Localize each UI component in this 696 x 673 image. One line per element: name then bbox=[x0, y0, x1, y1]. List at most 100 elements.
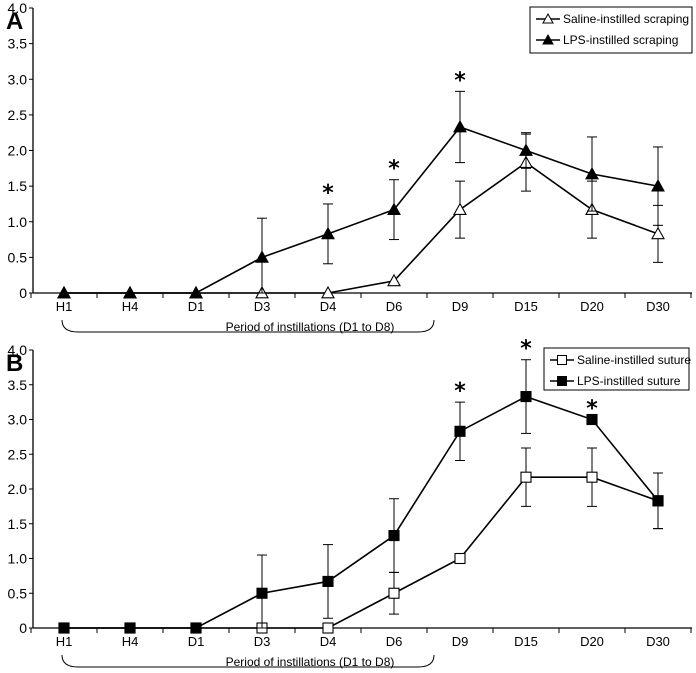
x-tick-label: D3 bbox=[254, 299, 271, 314]
data-point bbox=[388, 530, 400, 542]
data-point bbox=[387, 273, 401, 287]
panel-label: A bbox=[6, 8, 23, 35]
legend-marker bbox=[557, 376, 567, 386]
x-tick-label: D6 bbox=[386, 299, 403, 314]
y-tick-label: 2.5 bbox=[8, 446, 28, 462]
data-point bbox=[189, 285, 203, 299]
data-point bbox=[453, 202, 467, 215]
legend-marker bbox=[542, 12, 554, 24]
period-bracket bbox=[61, 654, 435, 668]
series-1 bbox=[57, 90, 665, 299]
legend-label: Saline-instilled scraping bbox=[563, 12, 689, 26]
x-tick-label: D9 bbox=[452, 634, 469, 649]
data-point bbox=[520, 391, 532, 403]
period-bracket bbox=[61, 319, 435, 333]
series-line bbox=[64, 161, 659, 294]
data-point bbox=[255, 250, 269, 263]
y-tick-label: 2.0 bbox=[8, 481, 28, 497]
data-point bbox=[454, 552, 466, 565]
y-tick-label: 1.0 bbox=[8, 214, 28, 230]
series-0 bbox=[58, 447, 664, 634]
x-tick-label: D9 bbox=[452, 299, 469, 314]
y-tick-label: 0.5 bbox=[8, 249, 28, 265]
panel-label: B bbox=[6, 350, 23, 377]
series-1 bbox=[58, 359, 664, 634]
x-tick-label: D4 bbox=[320, 634, 337, 649]
data-point bbox=[58, 622, 70, 634]
legend-box bbox=[529, 6, 693, 54]
significance-star: * bbox=[454, 379, 466, 404]
legend-label: Saline-instilled suture bbox=[577, 353, 691, 367]
data-point bbox=[190, 622, 202, 634]
x-tick-label: D3 bbox=[254, 634, 271, 649]
significance-star: * bbox=[322, 181, 334, 206]
data-point bbox=[57, 285, 71, 299]
data-point bbox=[651, 226, 665, 240]
y-tick-label: 3.5 bbox=[8, 377, 28, 393]
data-point bbox=[388, 587, 400, 599]
x-tick-label: D20 bbox=[580, 634, 604, 649]
x-tick-label: H4 bbox=[122, 299, 139, 314]
legend-box bbox=[543, 347, 690, 391]
y-tick-label: 1.5 bbox=[8, 178, 28, 194]
data-point bbox=[322, 622, 334, 634]
y-tick-label: 4.0 bbox=[8, 0, 28, 16]
series-line bbox=[64, 395, 659, 629]
y-tick-label: 3.0 bbox=[8, 412, 28, 428]
legend-label: LPS-instilled scraping bbox=[563, 33, 678, 47]
x-tick-label: D30 bbox=[646, 299, 670, 314]
x-tick-label: D30 bbox=[646, 634, 670, 649]
legend: Saline-instilled suture LPS-instilled sut… bbox=[543, 347, 691, 391]
significance-star: * bbox=[520, 337, 532, 362]
y-tick-label: 1.0 bbox=[8, 551, 28, 567]
data-point bbox=[454, 425, 466, 437]
data-point bbox=[519, 143, 533, 156]
legend-marker bbox=[542, 33, 554, 45]
series-line bbox=[64, 126, 659, 294]
y-tick-label: 3.0 bbox=[8, 71, 28, 87]
data-point bbox=[321, 285, 335, 299]
x-tick-label: H4 bbox=[122, 634, 139, 649]
y-tick-label: 3.5 bbox=[8, 36, 28, 52]
data-point bbox=[520, 471, 532, 483]
data-point bbox=[651, 178, 665, 192]
y-tick-label: 1.5 bbox=[8, 516, 28, 532]
data-point bbox=[453, 119, 467, 133]
legend-marker bbox=[557, 355, 567, 365]
x-tick-label: D20 bbox=[580, 299, 604, 314]
x-tick-label: H1 bbox=[56, 634, 73, 649]
x-tick-label: D15 bbox=[514, 634, 538, 649]
y-tick-label: 0.5 bbox=[8, 585, 28, 601]
y-tick-label: 0 bbox=[19, 285, 27, 301]
data-point bbox=[387, 202, 401, 215]
data-point bbox=[586, 413, 598, 426]
legend: Saline-instilled scraping LPS-instilled s… bbox=[529, 6, 693, 54]
x-tick-label: D1 bbox=[188, 634, 205, 649]
panel-a: 0 0.5 1.0 1.5 2.0 2.5 3.0 3.5 4.0 H1 H4 D1 D3 D4 D6 D9 D… bbox=[6, 0, 693, 334]
x-tick-label: D4 bbox=[320, 299, 337, 314]
period-annotation: Period of instillations (D1 to D8) bbox=[226, 655, 395, 669]
x-tick-label: D6 bbox=[386, 634, 403, 649]
y-tick-label: 2.5 bbox=[8, 107, 28, 123]
significance-star: * bbox=[586, 397, 598, 422]
y-tick-label: 0 bbox=[19, 620, 27, 636]
data-point bbox=[123, 285, 137, 299]
data-point bbox=[585, 166, 599, 180]
data-point bbox=[256, 587, 268, 599]
series-line bbox=[64, 476, 659, 629]
data-point bbox=[652, 495, 664, 507]
significance-star: * bbox=[454, 68, 466, 93]
panel-b: 0 0.5 1.0 1.5 2.0 2.5 3.0 3.5 4.0 H1 H4 D1 D3 D4 D6 D9 D… bbox=[6, 337, 692, 669]
data-point bbox=[321, 226, 335, 240]
data-point bbox=[586, 471, 598, 483]
significance-star: * bbox=[388, 157, 400, 182]
legend-label: LPS-instilled suture bbox=[577, 374, 681, 388]
x-tick-label: D1 bbox=[188, 299, 205, 314]
data-point bbox=[322, 575, 334, 587]
data-point bbox=[124, 622, 136, 634]
x-tick-label: H1 bbox=[56, 299, 73, 314]
y-tick-label: 4.0 bbox=[8, 342, 28, 358]
series-0 bbox=[57, 133, 665, 299]
y-tick-label: 2.0 bbox=[8, 143, 28, 159]
